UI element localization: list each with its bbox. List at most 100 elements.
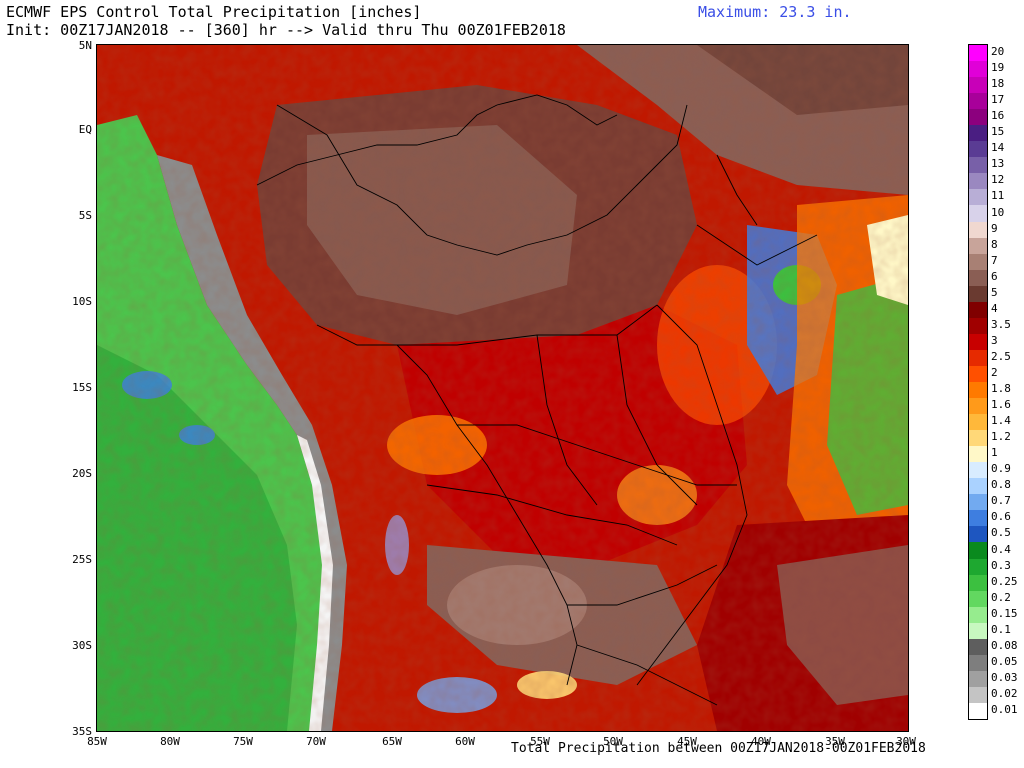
legend-swatch xyxy=(969,157,987,174)
legend-swatch xyxy=(969,285,987,303)
legend-label: 1.2 xyxy=(991,430,1011,444)
legend-swatch xyxy=(969,61,987,78)
legend-swatch xyxy=(969,494,987,511)
lat-label-20s: 20S xyxy=(72,467,92,480)
legend-swatch xyxy=(969,574,987,592)
legend-label: 0.9 xyxy=(991,462,1011,476)
legend-swatch xyxy=(969,606,987,624)
legend-swatch xyxy=(969,333,987,351)
legend-label: 0.6 xyxy=(991,510,1011,524)
legend-label: 8 xyxy=(991,237,998,251)
legend-swatch xyxy=(969,317,987,335)
legend-swatch xyxy=(969,189,987,206)
legend-swatch xyxy=(969,542,987,560)
legend-label: 1.4 xyxy=(991,414,1011,428)
legend-swatch xyxy=(969,365,987,383)
lon-label-35w: 35W xyxy=(825,735,845,748)
legend-swatch xyxy=(969,349,987,367)
legend-label: 18 xyxy=(991,77,1005,91)
legend-swatch xyxy=(969,237,987,255)
legend-label: 3 xyxy=(991,333,998,347)
legend-swatch xyxy=(969,93,987,110)
lat-label-10s: 10S xyxy=(72,295,92,308)
legend-label: 5 xyxy=(991,285,998,299)
maximum-label: Maximum: 23.3 in. xyxy=(698,3,852,21)
legend-swatch xyxy=(969,590,987,608)
legend-label: 9 xyxy=(991,221,998,235)
legend-swatch xyxy=(969,526,987,543)
legend-swatch xyxy=(969,558,987,576)
legend-swatch xyxy=(969,253,987,271)
legend-swatch xyxy=(969,221,987,239)
legend-label: 17 xyxy=(991,93,1005,107)
legend-label: 19 xyxy=(991,61,1005,75)
legend-label: 1.8 xyxy=(991,382,1011,396)
lon-label-40w: 40W xyxy=(751,735,771,748)
legend-label: 16 xyxy=(991,109,1005,123)
legend-label: 0.02 xyxy=(991,686,1018,700)
legend-swatch xyxy=(969,414,987,431)
lon-label-80w: 80W xyxy=(160,735,180,748)
lon-label-60w: 60W xyxy=(455,735,475,748)
legend-swatch xyxy=(969,382,987,399)
lon-label-85w: 85W xyxy=(87,735,107,748)
legend-label: 0.03 xyxy=(991,670,1018,684)
lat-label-15s: 15S xyxy=(72,381,92,394)
lon-label-75w: 75W xyxy=(233,735,253,748)
legend-label: 0.15 xyxy=(991,606,1018,620)
legend-label: 12 xyxy=(991,173,1005,187)
lon-label-70w: 70W xyxy=(306,735,326,748)
legend-label: 1 xyxy=(991,446,998,460)
lat-label-eq: EQ xyxy=(78,123,92,136)
legend-swatch xyxy=(969,398,987,415)
legend-swatch xyxy=(969,77,987,94)
legend-swatch xyxy=(969,45,987,62)
legend-swatch xyxy=(969,478,987,495)
legend-swatch xyxy=(969,654,987,672)
legend-swatch xyxy=(969,205,987,223)
legend-swatch xyxy=(969,446,987,463)
lon-label-50w: 50W xyxy=(603,735,623,748)
legend-label: 10 xyxy=(991,205,1005,219)
legend-label: 15 xyxy=(991,125,1005,139)
lon-label-30w: 30W xyxy=(896,735,916,748)
legend-label: 7 xyxy=(991,253,998,267)
lat-label-25s: 25S xyxy=(72,553,92,566)
legend-label: 0.08 xyxy=(991,638,1018,652)
legend-swatch xyxy=(969,686,987,704)
country-borders xyxy=(256,94,818,706)
footer-caption: Total Precipitation between 00Z17JAN2018… xyxy=(511,741,926,756)
legend-label: 0.4 xyxy=(991,542,1011,556)
lon-label-45w: 45W xyxy=(677,735,697,748)
lon-label-55w: 55W xyxy=(530,735,550,748)
legend-label: 0.01 xyxy=(991,702,1018,716)
legend-label: 4 xyxy=(991,301,998,315)
lat-label-5s: 5S xyxy=(78,209,92,222)
legend-label: 0.7 xyxy=(991,494,1011,508)
legend-label: 1.6 xyxy=(991,398,1011,412)
chart-title: ECMWF EPS Control Total Precipitation [i… xyxy=(6,3,422,21)
legend-label: 0.25 xyxy=(991,574,1018,588)
legend-swatch xyxy=(969,510,987,527)
legend-swatch xyxy=(969,109,987,126)
lat-label-35s: 35S xyxy=(72,725,92,738)
legend-label: 2 xyxy=(991,365,998,379)
legend-swatch xyxy=(969,462,987,479)
legend-label: 0.05 xyxy=(991,654,1018,668)
legend-swatch xyxy=(969,141,987,158)
legend-label: 20 xyxy=(991,45,1005,59)
legend-swatch xyxy=(969,670,987,688)
legend-label: 14 xyxy=(991,141,1005,155)
legend-label: 0.1 xyxy=(991,622,1011,636)
legend-label: 6 xyxy=(991,269,998,283)
legend-swatch xyxy=(969,622,987,640)
legend-label: 0.3 xyxy=(991,558,1011,572)
precipitation-map xyxy=(96,44,909,732)
lat-label-30s: 30S xyxy=(72,639,92,652)
legend-swatch xyxy=(969,702,987,720)
legend-label: 13 xyxy=(991,157,1005,171)
legend-swatch xyxy=(969,430,987,447)
legend-label: 0.5 xyxy=(991,526,1011,540)
lat-label-5n: 5N xyxy=(78,39,92,52)
legend-swatch xyxy=(969,173,987,190)
